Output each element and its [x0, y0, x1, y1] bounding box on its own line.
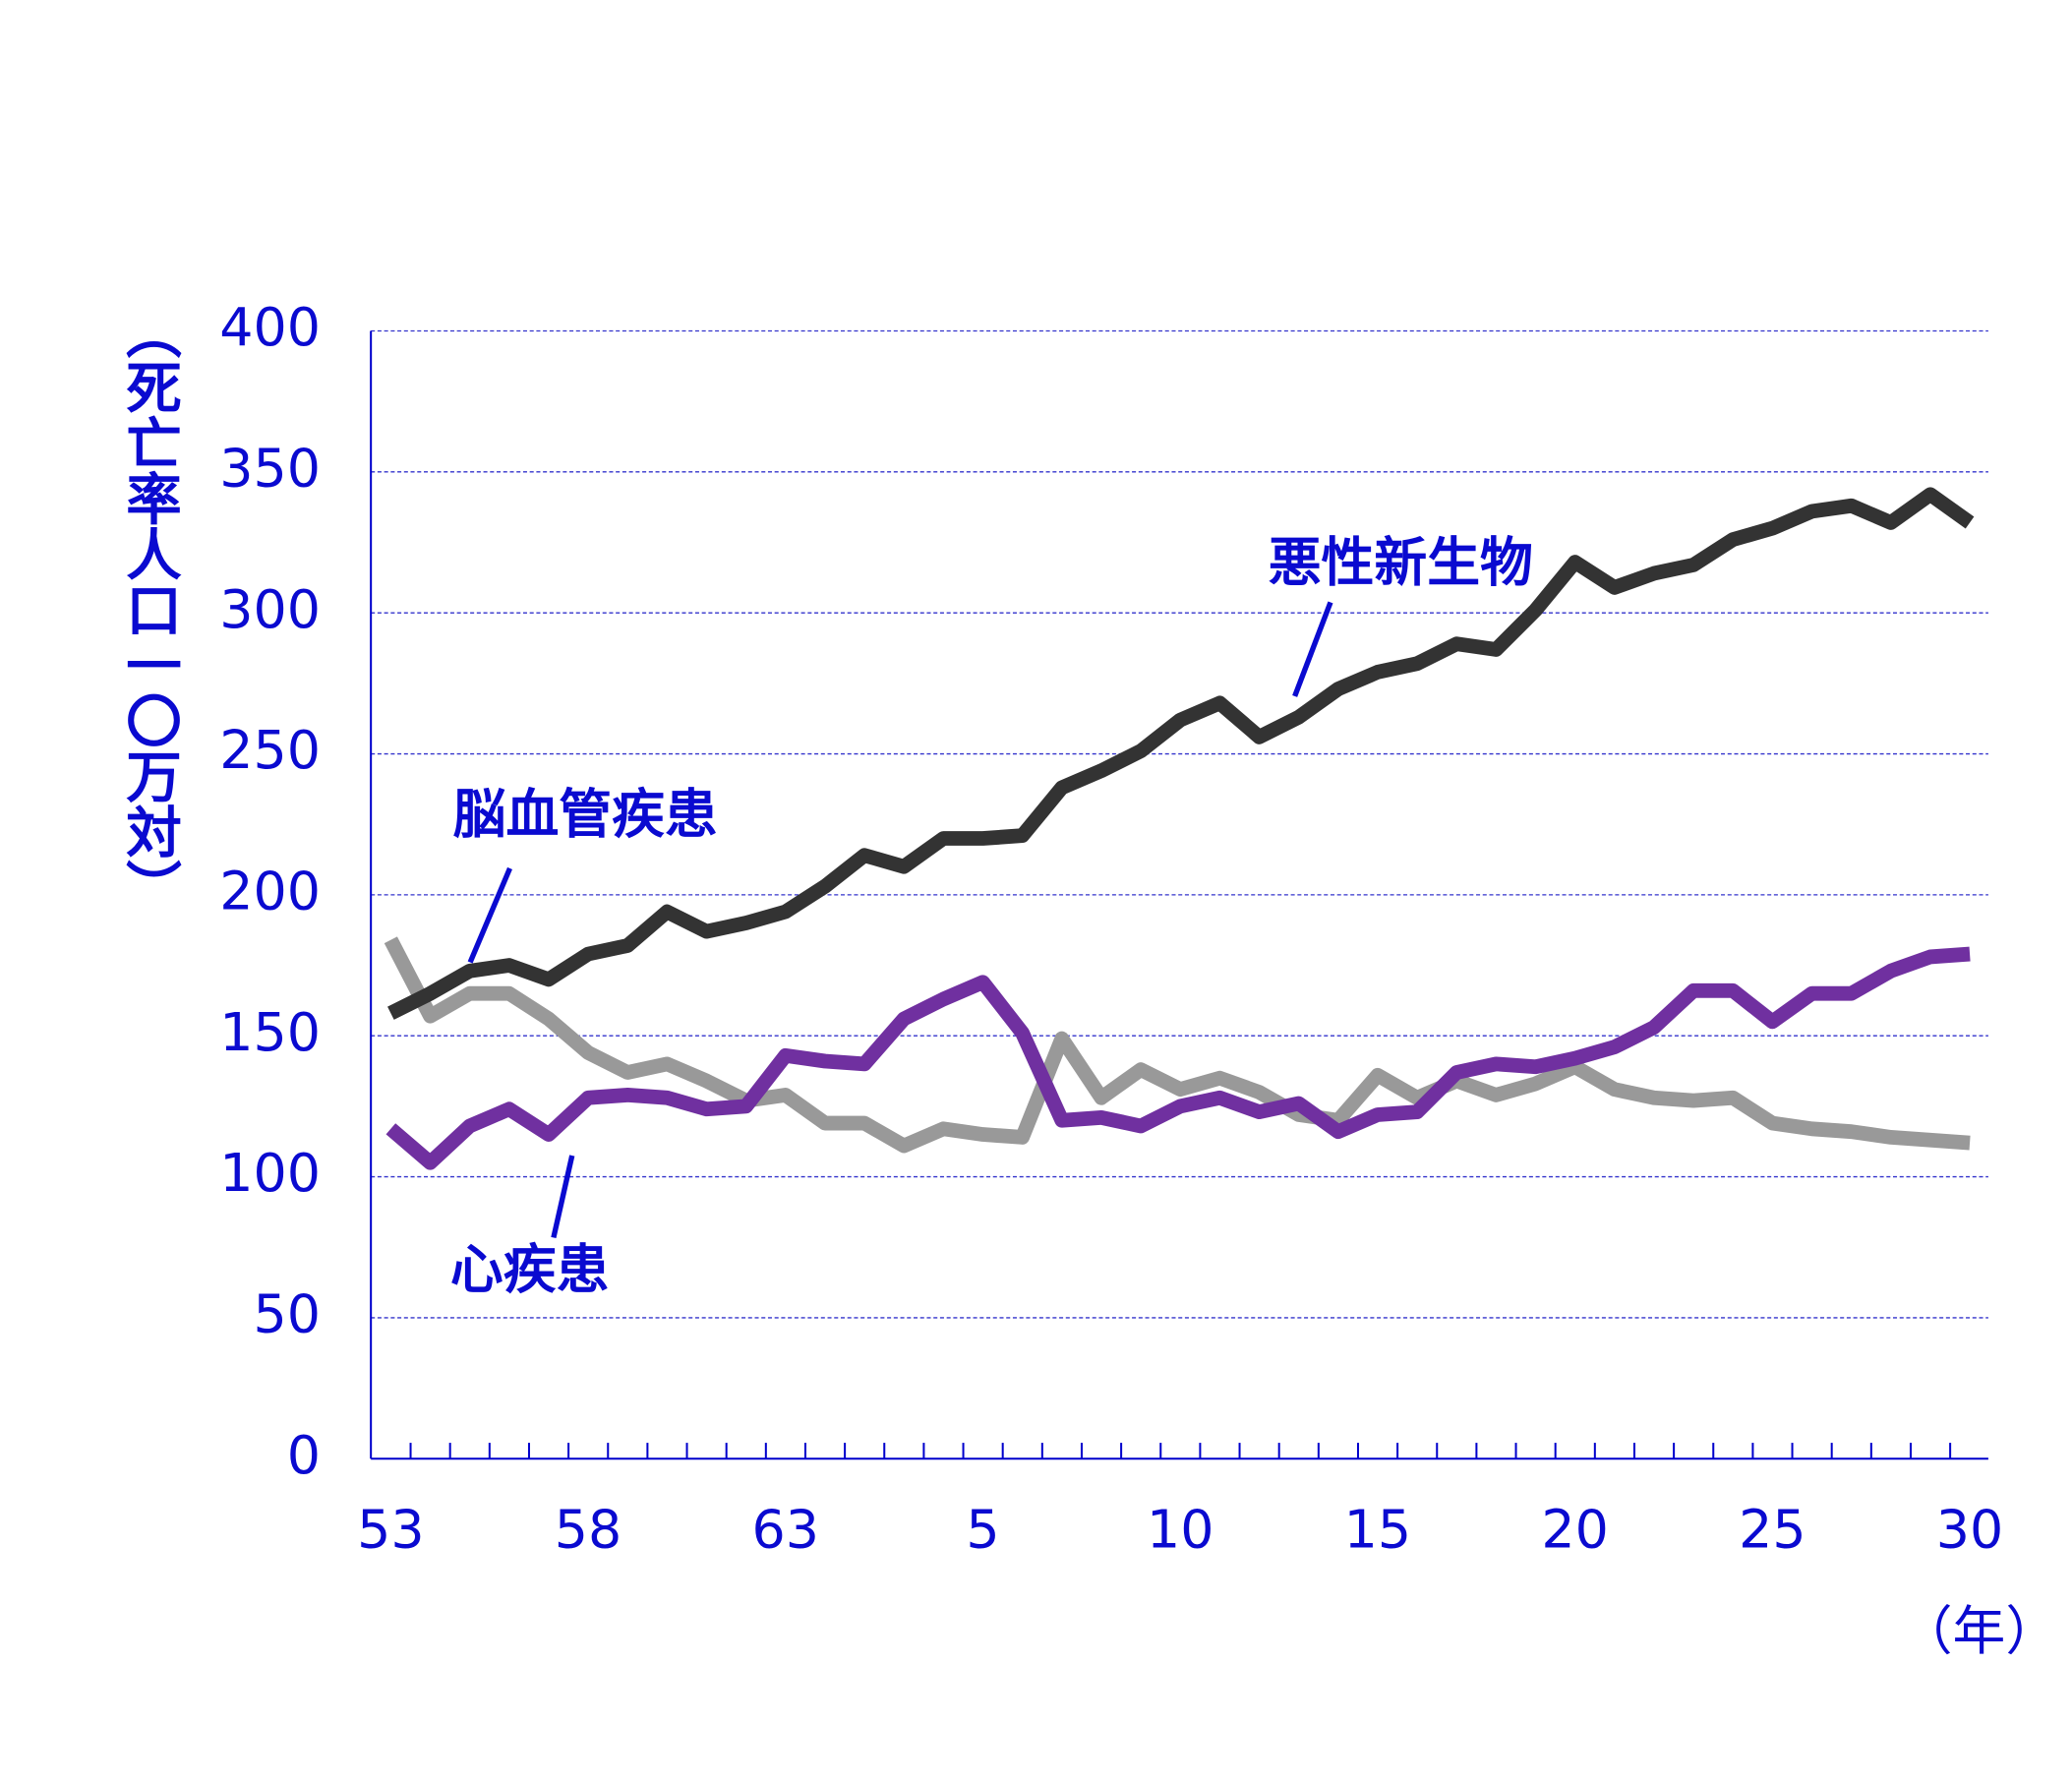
x-tick-label: 30: [1936, 1498, 2004, 1560]
series-label: 悪性新生物: [1269, 532, 1533, 594]
x-tick-label: 53: [357, 1498, 425, 1560]
y-tick-label: 200: [219, 861, 321, 922]
y-axis-label: （死亡率人口一〇万対）: [117, 303, 182, 915]
y-tick-label: 400: [219, 296, 321, 358]
y-tick-label: 100: [219, 1142, 321, 1204]
y-tick-label: 50: [254, 1283, 322, 1345]
annotation-pointer: [1292, 601, 1333, 697]
x-tick-label: 10: [1147, 1498, 1214, 1560]
y-tick-label: 250: [219, 719, 321, 781]
x-tick-label: 25: [1739, 1498, 1806, 1560]
y-tick-label: 350: [219, 437, 321, 499]
x-tick-label: 5: [966, 1498, 999, 1560]
y-tick-label: 0: [287, 1424, 321, 1486]
x-tick-label: 15: [1344, 1498, 1412, 1560]
x-tick-label: 63: [752, 1498, 820, 1560]
x-tick-label: 20: [1541, 1498, 1609, 1560]
series-label: 脳血管疾患: [453, 783, 718, 845]
series-label: 心疾患: [450, 1238, 610, 1300]
annotation-pointer: [551, 1155, 575, 1239]
y-tick-label: 150: [219, 1001, 321, 1063]
series-line: [387, 487, 1975, 1020]
x-axis-label: （年）: [1900, 1600, 2059, 1662]
series-line: [385, 946, 1971, 1170]
x-tick-label: 58: [555, 1498, 622, 1560]
y-tick-label: 300: [219, 578, 321, 640]
series-line: [384, 936, 1971, 1154]
annotation-pointer: [467, 866, 512, 964]
